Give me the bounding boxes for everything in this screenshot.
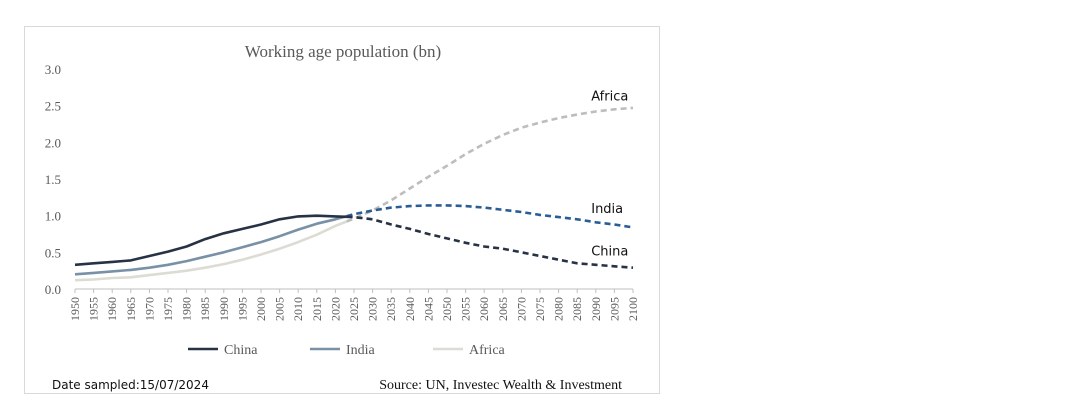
x-tick-label: 1975 <box>161 297 175 321</box>
x-tick-label: 2060 <box>477 297 491 321</box>
x-tick-label: 2095 <box>607 297 621 321</box>
x-tick-label: 2045 <box>421 297 435 321</box>
x-tick-label: 2070 <box>514 297 528 321</box>
china-legend-label: China <box>224 343 258 358</box>
india-legend-label: India <box>346 343 376 358</box>
x-tick-label: 2015 <box>310 297 324 321</box>
x-tick-label: 1980 <box>180 297 194 321</box>
y-tick-label: 1.5 <box>45 172 61 187</box>
x-tick-label: 2090 <box>589 297 603 321</box>
end-labels: China India Africa <box>591 90 628 260</box>
x-tick-label: 2100 <box>626 297 640 321</box>
y-tick-label: 0.5 <box>45 245 61 260</box>
x-tick-label: 1950 <box>68 297 82 321</box>
x-tick-label: 2035 <box>384 297 398 321</box>
date-sampled-note: Date sampled:15/07/2024 <box>52 378 209 392</box>
chart-title: Working age population (bn) <box>245 42 441 61</box>
africa-projection-line <box>346 106 634 223</box>
x-tick-label: 1985 <box>198 297 212 321</box>
africa-legend-label: Africa <box>469 343 506 358</box>
x-tick-label: 2040 <box>403 297 417 321</box>
plot-lines <box>74 106 634 282</box>
china-historical-line <box>74 214 347 267</box>
y-tick-label: 3.0 <box>45 62 61 77</box>
x-tick-label: 1995 <box>235 297 249 321</box>
x-tick-label: 1965 <box>124 297 138 321</box>
x-tick-label: 2020 <box>328 297 342 321</box>
legend: China India Africa <box>188 343 506 358</box>
line-chart: Working age population (bn) 0.0 0.5 1.0 1.5… <box>45 42 640 393</box>
x-axis: 1950 1955 1960 1965 1970 1975 1980 1985 1990 1995… <box>68 288 640 321</box>
x-tick-label: 1960 <box>105 297 119 321</box>
india-end-label: India <box>591 202 623 217</box>
x-tick-label: 2030 <box>366 297 380 321</box>
x-tick-label: 2075 <box>533 297 547 321</box>
africa-historical-line <box>74 220 348 282</box>
y-tick-label: 2.5 <box>45 99 61 114</box>
y-axis: 0.0 0.5 1.0 1.5 2.0 2.5 3.0 <box>45 62 61 297</box>
x-tick-label: 2085 <box>570 297 584 321</box>
x-tick-label: 1955 <box>87 297 101 321</box>
y-tick-label: 2.0 <box>45 135 61 150</box>
x-tick-label: 2025 <box>347 297 361 321</box>
x-tick-label: 1990 <box>217 297 231 321</box>
x-tick-label: 2005 <box>273 297 287 321</box>
x-tick-label: 2010 <box>291 297 305 321</box>
x-tick-label: 2055 <box>459 297 473 321</box>
india-historical-line <box>74 215 347 276</box>
x-tick-label: 2050 <box>440 297 454 321</box>
x-tick-label: 1970 <box>142 297 156 321</box>
africa-end-label: Africa <box>591 90 628 105</box>
x-tick-label: 2065 <box>496 297 510 321</box>
china-projection-line <box>346 215 634 269</box>
china-end-label: China <box>591 244 628 259</box>
source-note: Source: UN, Investec Wealth & Investment <box>379 378 622 393</box>
y-tick-label: 1.0 <box>45 209 61 224</box>
x-tick-label: 2080 <box>552 297 566 321</box>
chart-frame: Working age population (bn) 0.0 0.5 1.0 1.5… <box>24 26 660 394</box>
y-tick-label: 0.0 <box>45 282 61 297</box>
x-tick-label: 2000 <box>254 297 268 321</box>
